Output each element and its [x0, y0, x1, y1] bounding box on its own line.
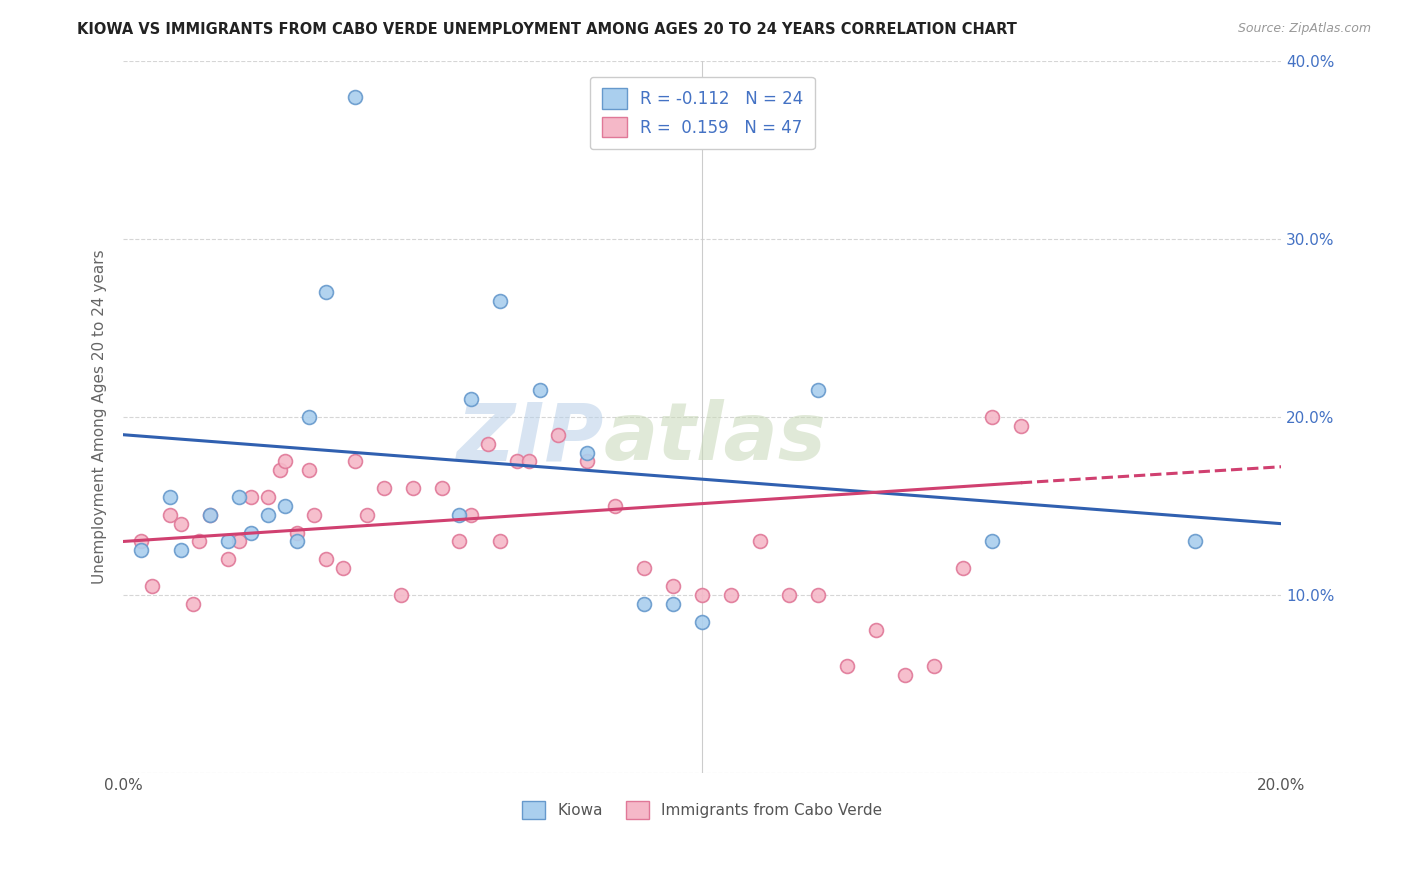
Point: [315, 285, 337, 300]
Legend: Kiowa, Immigrants from Cabo Verde: Kiowa, Immigrants from Cabo Verde: [516, 795, 889, 826]
Point: [952, 561, 974, 575]
Point: [343, 454, 366, 468]
Point: [228, 490, 250, 504]
Text: KIOWA VS IMMIGRANTS FROM CABO VERDE UNEMPLOYMENT AMONG AGES 20 TO 24 YEARS CORRE: KIOWA VS IMMIGRANTS FROM CABO VERDE UNEM…: [77, 22, 1017, 37]
Point: [269, 463, 291, 477]
Point: [304, 508, 326, 522]
Point: [980, 534, 1002, 549]
Point: [257, 490, 280, 504]
Point: [257, 508, 280, 522]
Text: Source: ZipAtlas.com: Source: ZipAtlas.com: [1237, 22, 1371, 36]
Point: [159, 508, 181, 522]
Point: [356, 508, 378, 522]
Point: [894, 668, 917, 682]
Point: [402, 481, 425, 495]
Point: [129, 534, 152, 549]
Point: [239, 490, 262, 504]
Point: [373, 481, 395, 495]
Point: [477, 436, 499, 450]
Point: [662, 579, 685, 593]
Point: [692, 615, 714, 629]
Point: [315, 552, 337, 566]
Point: [720, 588, 742, 602]
Point: [835, 659, 858, 673]
Point: [285, 525, 308, 540]
Point: [430, 481, 453, 495]
Text: atlas: atlas: [605, 400, 827, 477]
Point: [488, 534, 510, 549]
Point: [297, 409, 319, 424]
Point: [575, 454, 598, 468]
Point: [389, 588, 412, 602]
Point: [217, 552, 239, 566]
Point: [506, 454, 529, 468]
Point: [529, 384, 551, 398]
Point: [488, 294, 510, 309]
Point: [449, 508, 471, 522]
Point: [239, 525, 262, 540]
Point: [332, 561, 354, 575]
Point: [980, 409, 1002, 424]
Y-axis label: Unemployment Among Ages 20 to 24 years: Unemployment Among Ages 20 to 24 years: [93, 250, 107, 584]
Point: [662, 597, 685, 611]
Point: [170, 516, 193, 531]
Text: ZIP: ZIP: [457, 400, 605, 477]
Point: [922, 659, 945, 673]
Point: [865, 624, 887, 638]
Point: [605, 499, 627, 513]
Point: [217, 534, 239, 549]
Point: [198, 508, 221, 522]
Point: [807, 384, 830, 398]
Point: [547, 427, 569, 442]
Point: [297, 463, 319, 477]
Point: [228, 534, 250, 549]
Point: [274, 454, 297, 468]
Point: [517, 454, 540, 468]
Point: [343, 89, 366, 103]
Point: [749, 534, 772, 549]
Point: [807, 588, 830, 602]
Point: [633, 597, 655, 611]
Point: [181, 597, 204, 611]
Point: [460, 508, 482, 522]
Point: [778, 588, 800, 602]
Point: [692, 588, 714, 602]
Point: [187, 534, 209, 549]
Point: [141, 579, 163, 593]
Point: [129, 543, 152, 558]
Point: [285, 534, 308, 549]
Point: [460, 392, 482, 406]
Point: [170, 543, 193, 558]
Point: [1010, 418, 1032, 433]
Point: [449, 534, 471, 549]
Point: [274, 499, 297, 513]
Point: [633, 561, 655, 575]
Point: [198, 508, 221, 522]
Point: [1184, 534, 1206, 549]
Point: [159, 490, 181, 504]
Point: [575, 445, 598, 459]
